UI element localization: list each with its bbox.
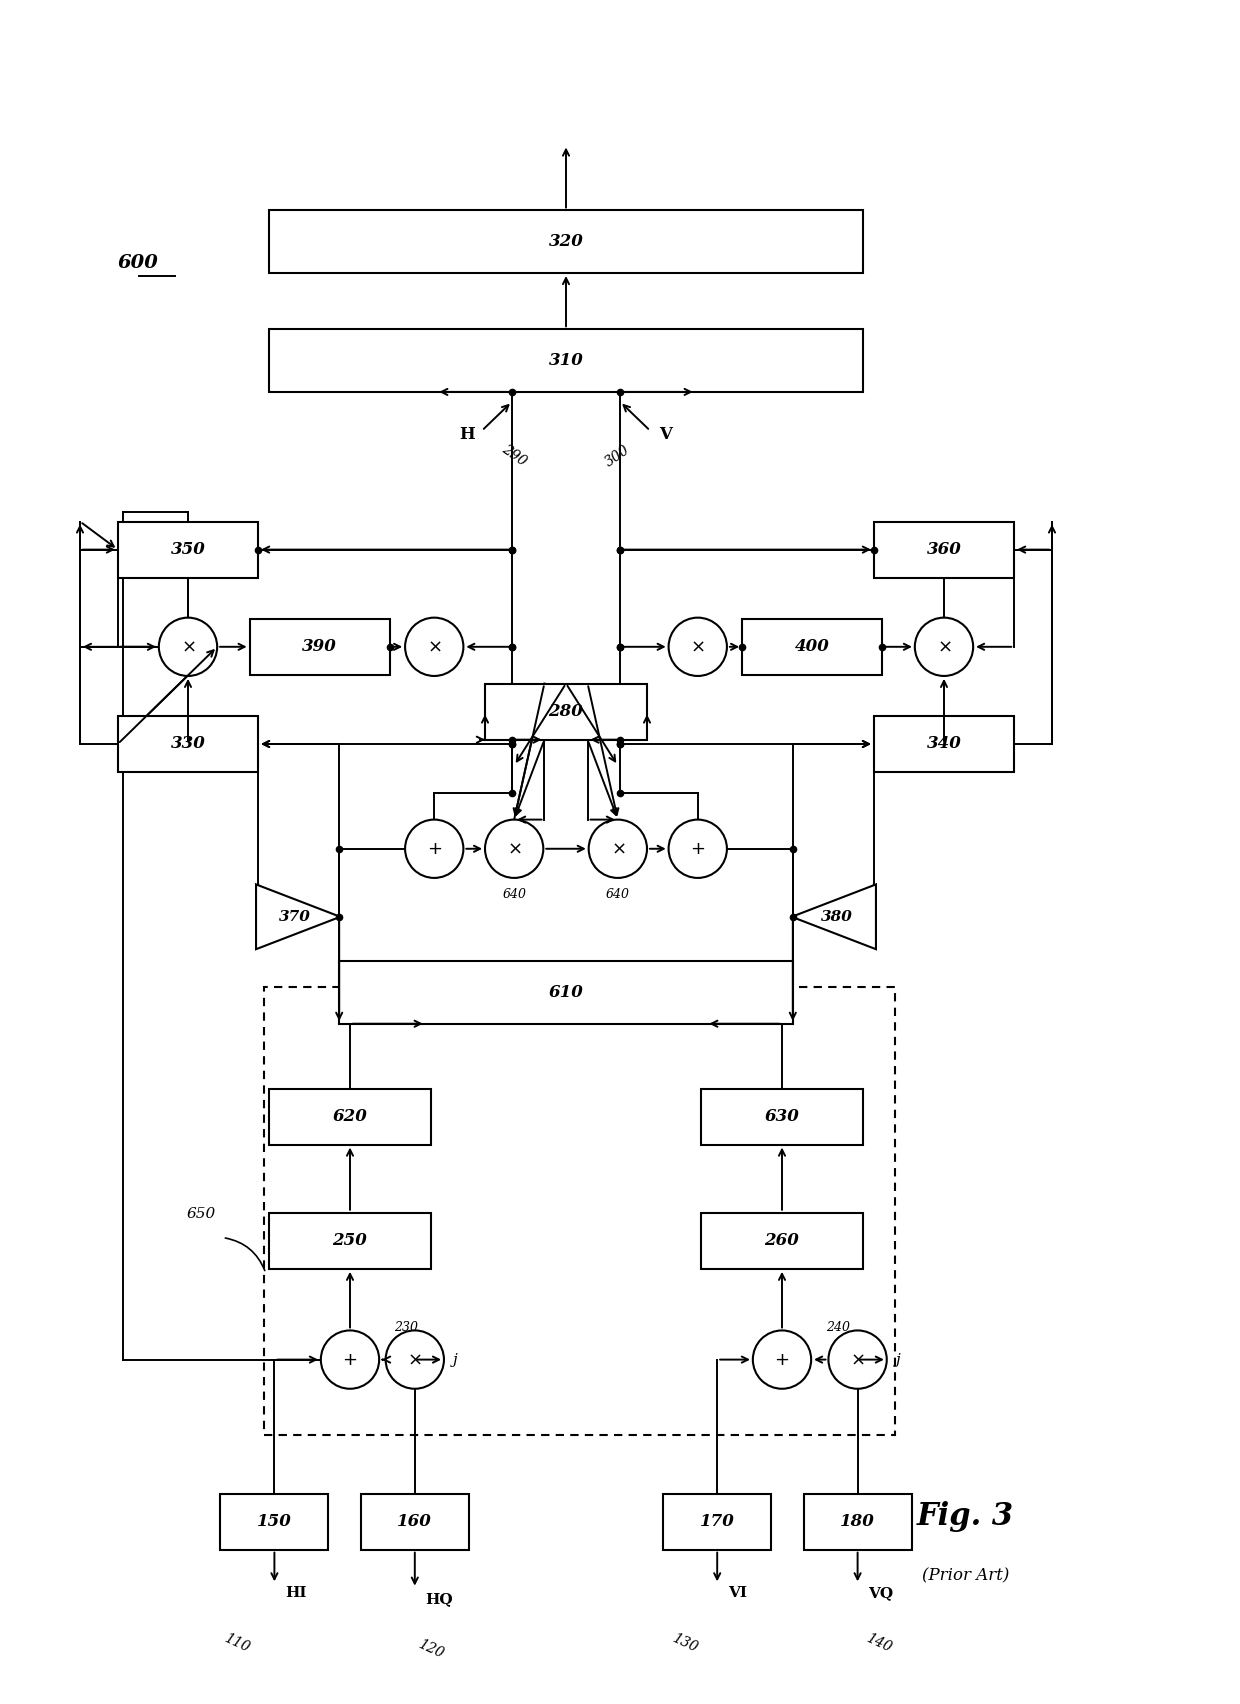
Text: V: V xyxy=(658,426,672,443)
Circle shape xyxy=(405,617,464,676)
Text: 110: 110 xyxy=(222,1631,252,1655)
Bar xyxy=(118,521,258,578)
Text: 250: 250 xyxy=(332,1232,367,1249)
Text: 300: 300 xyxy=(603,443,632,469)
Text: $\times$: $\times$ xyxy=(851,1351,866,1368)
Text: $\times$: $\times$ xyxy=(610,840,625,857)
Text: $\times$: $\times$ xyxy=(408,1351,422,1368)
Text: VI: VI xyxy=(728,1586,746,1600)
Text: 390: 390 xyxy=(303,639,337,656)
Bar xyxy=(269,329,863,392)
Text: $+$: $+$ xyxy=(342,1351,357,1368)
Text: 290: 290 xyxy=(500,443,529,469)
Circle shape xyxy=(321,1331,379,1389)
Text: 360: 360 xyxy=(926,542,961,559)
Text: HQ: HQ xyxy=(425,1592,454,1605)
Text: 160: 160 xyxy=(397,1513,433,1530)
Text: 620: 620 xyxy=(332,1108,367,1125)
Bar xyxy=(804,1493,911,1549)
Text: j: j xyxy=(895,1353,900,1367)
Bar xyxy=(874,716,1014,772)
Text: $+$: $+$ xyxy=(691,840,706,857)
Text: 370: 370 xyxy=(279,910,311,924)
Bar xyxy=(249,619,389,675)
Text: 400: 400 xyxy=(795,639,830,656)
Text: $\times$: $\times$ xyxy=(691,637,706,656)
Text: 380: 380 xyxy=(821,910,853,924)
Bar xyxy=(269,1089,432,1145)
Text: 120: 120 xyxy=(415,1638,446,1661)
Text: 330: 330 xyxy=(171,736,206,753)
Text: $+$: $+$ xyxy=(427,840,441,857)
Circle shape xyxy=(915,617,973,676)
Text: j: j xyxy=(453,1353,458,1367)
Circle shape xyxy=(753,1331,811,1389)
Text: $\times$: $\times$ xyxy=(427,637,441,656)
Bar xyxy=(269,211,863,273)
Circle shape xyxy=(405,820,464,878)
Text: 610: 610 xyxy=(548,983,584,1000)
Circle shape xyxy=(159,617,217,676)
Bar xyxy=(663,1493,771,1549)
Text: 150: 150 xyxy=(257,1513,291,1530)
Text: VQ: VQ xyxy=(868,1586,894,1600)
Text: 170: 170 xyxy=(699,1513,734,1530)
Text: 130: 130 xyxy=(670,1631,699,1655)
Bar xyxy=(361,1493,469,1549)
Text: 230: 230 xyxy=(394,1321,418,1334)
Bar xyxy=(701,1089,863,1145)
Polygon shape xyxy=(791,884,875,949)
Circle shape xyxy=(386,1331,444,1389)
Text: 320: 320 xyxy=(548,233,584,250)
Text: $\times$: $\times$ xyxy=(181,637,196,656)
Text: 180: 180 xyxy=(841,1513,875,1530)
Polygon shape xyxy=(255,884,340,949)
Circle shape xyxy=(668,617,727,676)
Bar xyxy=(264,987,895,1435)
Text: $\times$: $\times$ xyxy=(507,840,522,857)
Bar xyxy=(269,1213,432,1269)
Text: Fig. 3: Fig. 3 xyxy=(918,1501,1014,1532)
Circle shape xyxy=(668,820,727,878)
Text: (Prior Art): (Prior Art) xyxy=(921,1568,1009,1585)
Text: $+$: $+$ xyxy=(775,1351,790,1368)
Text: 350: 350 xyxy=(171,542,206,559)
Bar xyxy=(221,1493,329,1549)
Text: 280: 280 xyxy=(548,704,584,721)
Text: HI: HI xyxy=(285,1586,306,1600)
Text: 260: 260 xyxy=(765,1232,800,1249)
Bar xyxy=(742,619,883,675)
Bar xyxy=(485,683,647,740)
Text: 630: 630 xyxy=(765,1108,800,1125)
Bar xyxy=(340,961,792,1024)
Bar xyxy=(701,1213,863,1269)
Bar xyxy=(118,716,258,772)
Circle shape xyxy=(485,820,543,878)
Circle shape xyxy=(828,1331,887,1389)
Bar xyxy=(874,521,1014,578)
Text: $\times$: $\times$ xyxy=(936,637,951,656)
Text: H: H xyxy=(459,426,475,443)
Text: 340: 340 xyxy=(926,736,961,753)
Text: 240: 240 xyxy=(826,1321,851,1334)
Circle shape xyxy=(589,820,647,878)
Text: 650: 650 xyxy=(186,1206,216,1220)
Text: 640: 640 xyxy=(502,888,526,901)
Text: 600: 600 xyxy=(118,254,159,273)
Text: 310: 310 xyxy=(548,353,584,370)
Text: 640: 640 xyxy=(606,888,630,901)
Text: 140: 140 xyxy=(864,1631,894,1655)
